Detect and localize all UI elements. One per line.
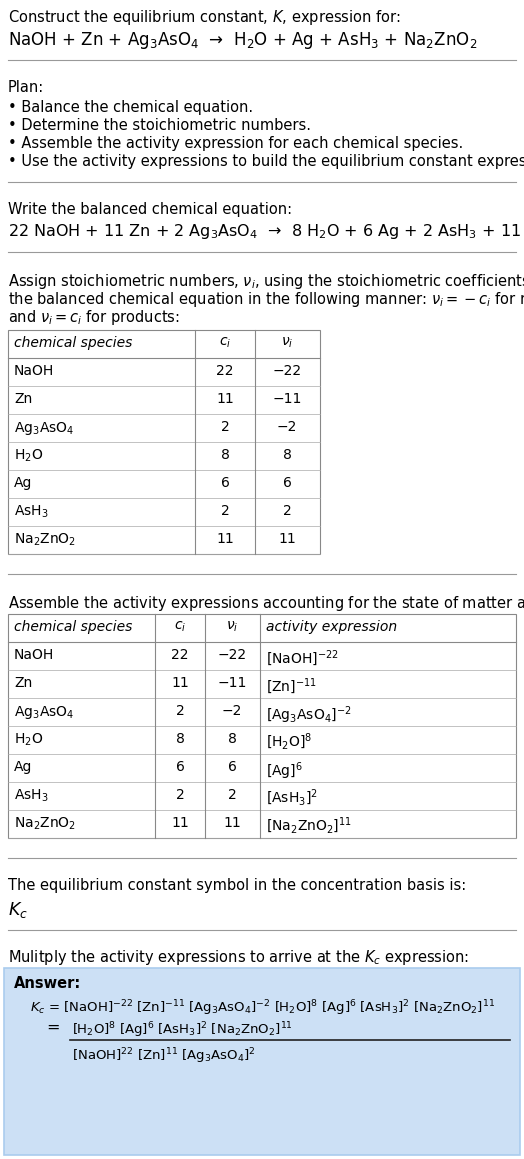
Text: −2: −2 <box>277 420 297 433</box>
Text: −2: −2 <box>222 704 242 717</box>
Text: 8: 8 <box>221 449 230 462</box>
Text: H$_2$O: H$_2$O <box>14 732 43 749</box>
Bar <box>4 968 520 1156</box>
Text: 6: 6 <box>227 760 236 774</box>
Text: 2: 2 <box>221 504 230 518</box>
Text: 22: 22 <box>216 364 234 378</box>
Text: [H$_2$O]$^8$ [Ag]$^6$ [AsH$_3$]$^2$ [Na$_2$ZnO$_2$]$^{11}$: [H$_2$O]$^8$ [Ag]$^6$ [AsH$_3$]$^2$ [Na$… <box>72 1020 293 1040</box>
Text: Zn: Zn <box>14 676 32 690</box>
Text: 8: 8 <box>282 449 291 462</box>
Text: Plan:: Plan: <box>8 80 44 95</box>
Text: $\nu_i$: $\nu_i$ <box>281 336 293 350</box>
Text: [H$_2$O]$^8$: [H$_2$O]$^8$ <box>266 732 312 752</box>
Text: AsH$_3$: AsH$_3$ <box>14 788 49 804</box>
Text: Assemble the activity expressions accounting for the state of matter and $\nu_i$: Assemble the activity expressions accoun… <box>8 595 524 613</box>
Text: −11: −11 <box>217 676 247 690</box>
Text: [Na$_2$ZnO$_2$]$^{11}$: [Na$_2$ZnO$_2$]$^{11}$ <box>266 816 352 837</box>
Text: Mulitply the activity expressions to arrive at the $K_c$ expression:: Mulitply the activity expressions to arr… <box>8 948 469 967</box>
Text: $c_i$: $c_i$ <box>219 336 231 350</box>
Text: 22 NaOH + 11 Zn + 2 Ag$_3$AsO$_4$  →  8 H$_2$O + 6 Ag + 2 AsH$_3$ + 11 Na$_2$ZnO: 22 NaOH + 11 Zn + 2 Ag$_3$AsO$_4$ → 8 H$… <box>8 223 524 241</box>
Text: and $\nu_i = c_i$ for products:: and $\nu_i = c_i$ for products: <box>8 308 180 327</box>
Text: activity expression: activity expression <box>266 620 397 634</box>
Text: H$_2$O: H$_2$O <box>14 449 43 465</box>
Text: Assign stoichiometric numbers, $\nu_i$, using the stoichiometric coefficients, $: Assign stoichiometric numbers, $\nu_i$, … <box>8 272 524 291</box>
Text: $K_c$ = [NaOH]$^{-22}$ [Zn]$^{-11}$ [Ag$_3$AsO$_4$]$^{-2}$ [H$_2$O]$^8$ [Ag]$^6$: $K_c$ = [NaOH]$^{-22}$ [Zn]$^{-11}$ [Ag$… <box>30 998 495 1018</box>
Text: Ag$_3$AsO$_4$: Ag$_3$AsO$_4$ <box>14 420 74 437</box>
Text: −22: −22 <box>217 648 247 662</box>
Text: NaOH + Zn + Ag$_3$AsO$_4$  →  H$_2$O + Ag + AsH$_3$ + Na$_2$ZnO$_2$: NaOH + Zn + Ag$_3$AsO$_4$ → H$_2$O + Ag … <box>8 30 477 51</box>
Text: 2: 2 <box>282 504 291 518</box>
Text: NaOH: NaOH <box>14 648 54 662</box>
Text: • Use the activity expressions to build the equilibrium constant expression.: • Use the activity expressions to build … <box>8 154 524 169</box>
Text: 6: 6 <box>221 476 230 490</box>
Text: 2: 2 <box>176 788 184 802</box>
Text: 8: 8 <box>227 732 236 746</box>
Text: $K_c$: $K_c$ <box>8 901 28 920</box>
Text: 2: 2 <box>221 420 230 433</box>
Text: [Ag$_3$AsO$_4$]$^{-2}$: [Ag$_3$AsO$_4$]$^{-2}$ <box>266 704 352 726</box>
Bar <box>8 614 516 838</box>
Text: Ag$_3$AsO$_4$: Ag$_3$AsO$_4$ <box>14 704 74 721</box>
Text: −22: −22 <box>272 364 302 378</box>
Text: • Assemble the activity expression for each chemical species.: • Assemble the activity expression for e… <box>8 136 463 151</box>
Text: Na$_2$ZnO$_2$: Na$_2$ZnO$_2$ <box>14 532 76 548</box>
Text: 11: 11 <box>223 816 241 830</box>
Text: 11: 11 <box>278 532 296 546</box>
Text: 11: 11 <box>216 392 234 406</box>
Text: Write the balanced chemical equation:: Write the balanced chemical equation: <box>8 202 292 217</box>
Text: chemical species: chemical species <box>14 620 133 634</box>
Text: [NaOH]$^{22}$ [Zn]$^{11}$ [Ag$_3$AsO$_4$]$^2$: [NaOH]$^{22}$ [Zn]$^{11}$ [Ag$_3$AsO$_4$… <box>72 1047 256 1065</box>
Text: 11: 11 <box>216 532 234 546</box>
Text: Construct the equilibrium constant, $K$, expression for:: Construct the equilibrium constant, $K$,… <box>8 8 401 27</box>
Text: 22: 22 <box>171 648 189 662</box>
Text: Na$_2$ZnO$_2$: Na$_2$ZnO$_2$ <box>14 816 76 832</box>
Text: 8: 8 <box>176 732 184 746</box>
Text: =: = <box>46 1020 60 1035</box>
Bar <box>8 330 320 554</box>
Text: [NaOH]$^{-22}$: [NaOH]$^{-22}$ <box>266 648 339 668</box>
Text: 6: 6 <box>282 476 291 490</box>
Text: 11: 11 <box>171 676 189 690</box>
Text: $\nu_i$: $\nu_i$ <box>226 620 238 634</box>
Text: Ag: Ag <box>14 760 32 774</box>
Text: • Determine the stoichiometric numbers.: • Determine the stoichiometric numbers. <box>8 118 311 133</box>
Text: Ag: Ag <box>14 476 32 490</box>
Text: the balanced chemical equation in the following manner: $\nu_i = -c_i$ for react: the balanced chemical equation in the fo… <box>8 290 524 309</box>
Text: 2: 2 <box>227 788 236 802</box>
Text: [Zn]$^{-11}$: [Zn]$^{-11}$ <box>266 676 317 695</box>
Text: [Ag]$^6$: [Ag]$^6$ <box>266 760 303 781</box>
Text: 11: 11 <box>171 816 189 830</box>
Text: NaOH: NaOH <box>14 364 54 378</box>
Text: Answer:: Answer: <box>14 976 81 991</box>
Text: chemical species: chemical species <box>14 336 133 350</box>
Text: The equilibrium constant symbol in the concentration basis is:: The equilibrium constant symbol in the c… <box>8 879 466 892</box>
Text: AsH$_3$: AsH$_3$ <box>14 504 49 520</box>
Text: 2: 2 <box>176 704 184 717</box>
Text: Zn: Zn <box>14 392 32 406</box>
Text: −11: −11 <box>272 392 302 406</box>
Text: $c_i$: $c_i$ <box>174 620 186 634</box>
Text: • Balance the chemical equation.: • Balance the chemical equation. <box>8 100 253 115</box>
Text: 6: 6 <box>176 760 184 774</box>
Text: [AsH$_3$]$^2$: [AsH$_3$]$^2$ <box>266 788 318 808</box>
